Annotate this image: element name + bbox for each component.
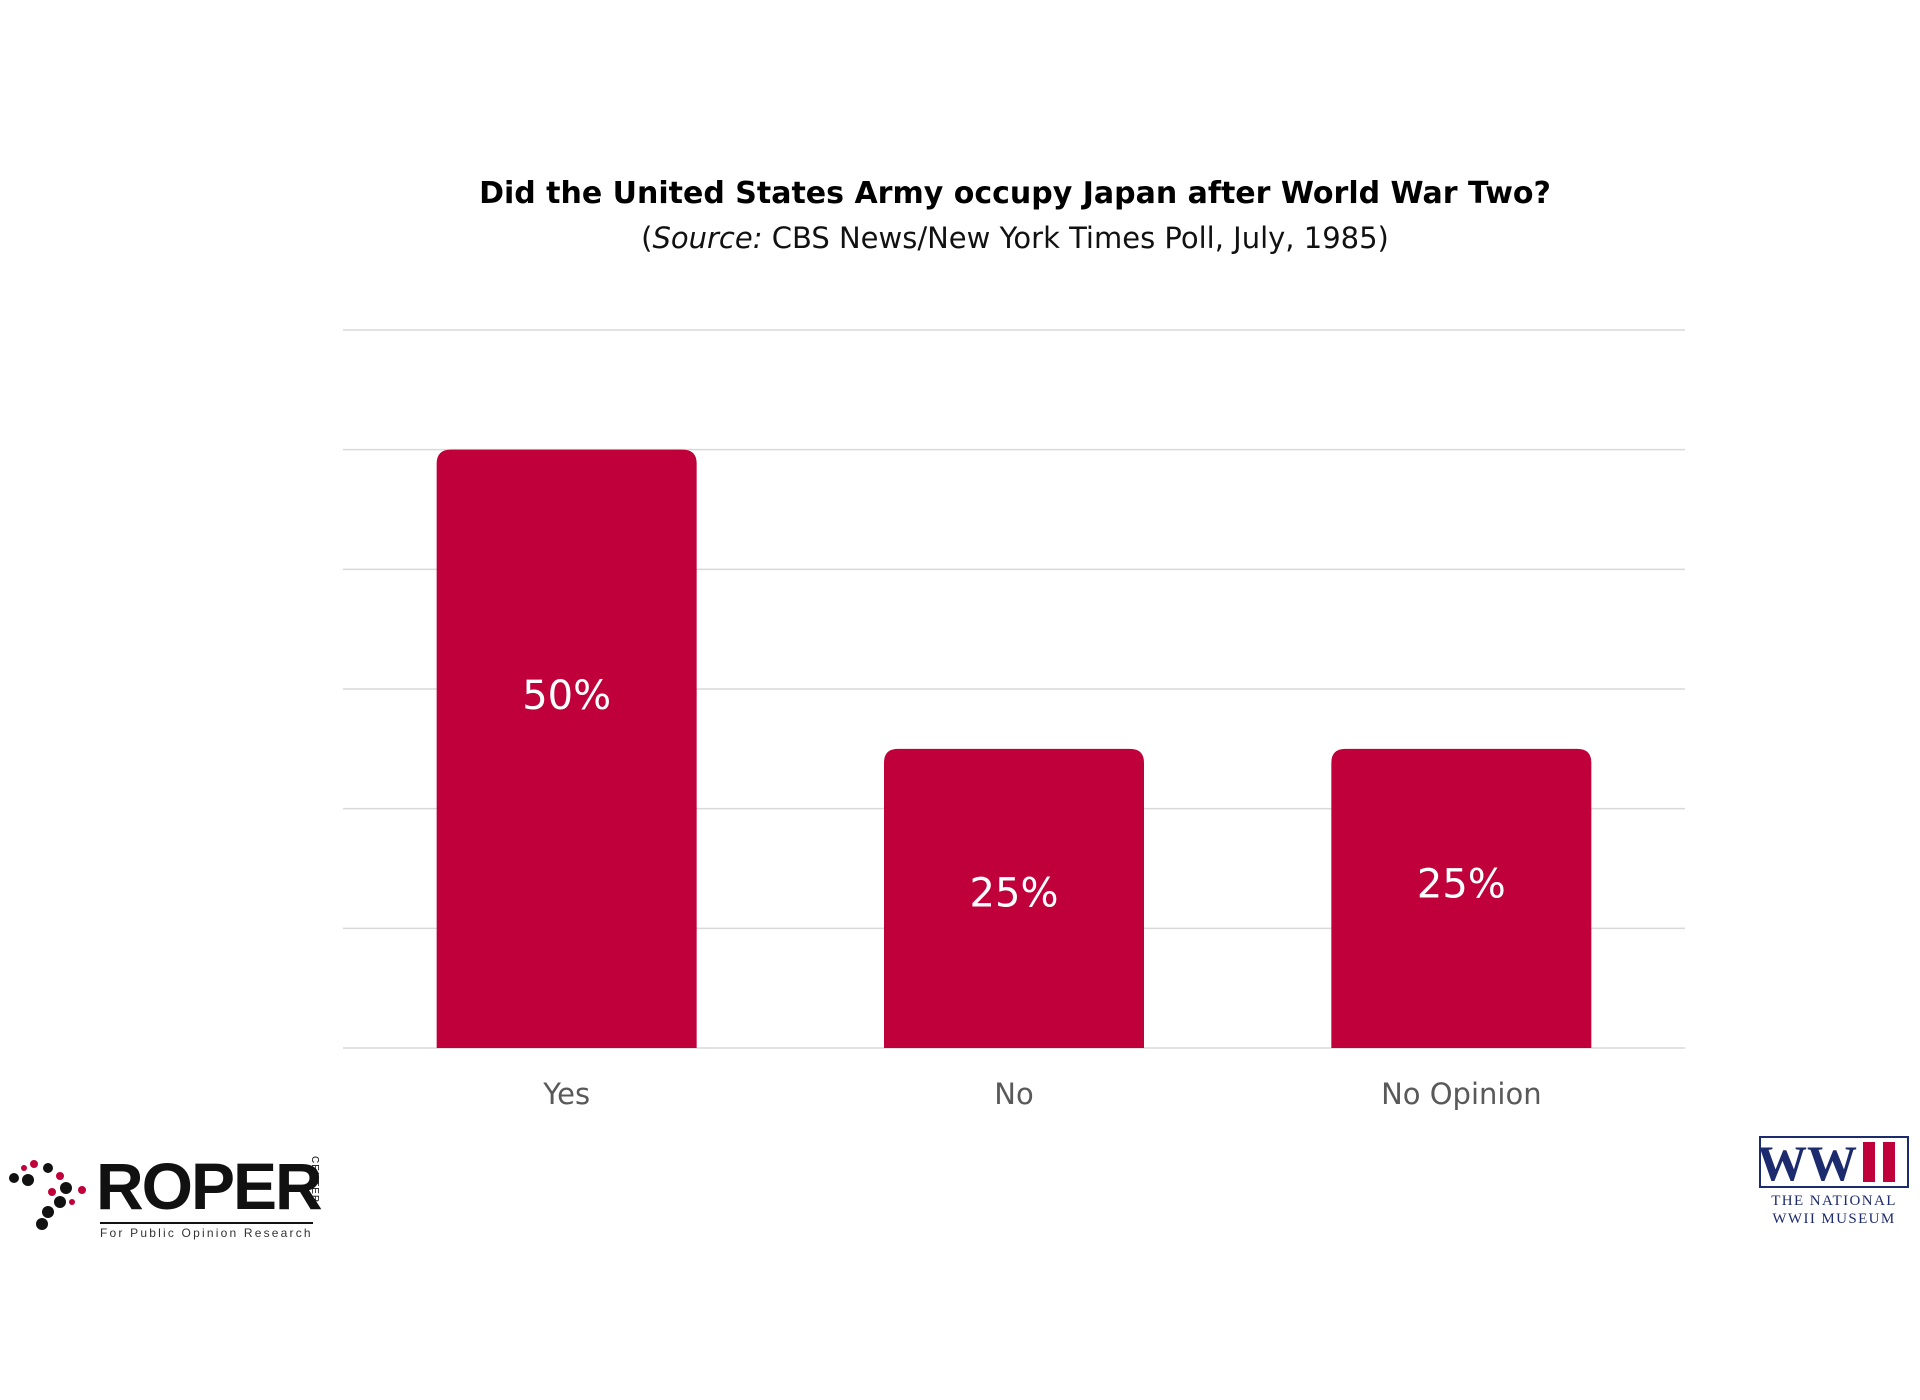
source-label: Source:	[652, 221, 763, 255]
roper-center-logo: ROPER CENTER For Public Opinion Research	[4, 1150, 326, 1240]
roper-center-vertical: CENTER	[309, 1156, 320, 1204]
category-label: No Opinion	[1381, 1077, 1542, 1111]
source-text: CBS News/New York Times Poll, July, 1985…	[762, 221, 1389, 255]
value-label: 25%	[970, 870, 1059, 916]
chart-header: Did the United States Army occupy Japan …	[0, 172, 1920, 260]
museum-line1: THE NATIONAL	[1771, 1193, 1897, 1209]
chart-title: Did the United States Army occupy Japan …	[479, 176, 1551, 211]
subtitle-open-paren: (	[641, 221, 653, 255]
national-wwii-museum-logo: WW THE NATIONAL WWII MUSEUM	[1756, 1135, 1912, 1236]
value-label: 50%	[522, 673, 611, 719]
roper-molecule-icon	[9, 1160, 86, 1230]
category-label: No	[994, 1077, 1033, 1111]
museum-line2: WWII MUSEUM	[1772, 1211, 1896, 1227]
wwii-ww-glyphs: WW	[1759, 1136, 1857, 1188]
wwii-mark-icon: WW	[1757, 1135, 1909, 1191]
roper-tagline: For Public Opinion Research	[100, 1222, 313, 1240]
bar-yes	[436, 449, 697, 1049]
category-label: Yes	[542, 1077, 590, 1111]
roper-wordmark: ROPER	[96, 1149, 323, 1223]
value-label: 25%	[1417, 861, 1506, 907]
bar-no-opinion	[1331, 748, 1592, 1048]
bar-no	[884, 748, 1144, 1048]
chart-subtitle: (Source: CBS News/New York Times Poll, J…	[0, 216, 1920, 260]
